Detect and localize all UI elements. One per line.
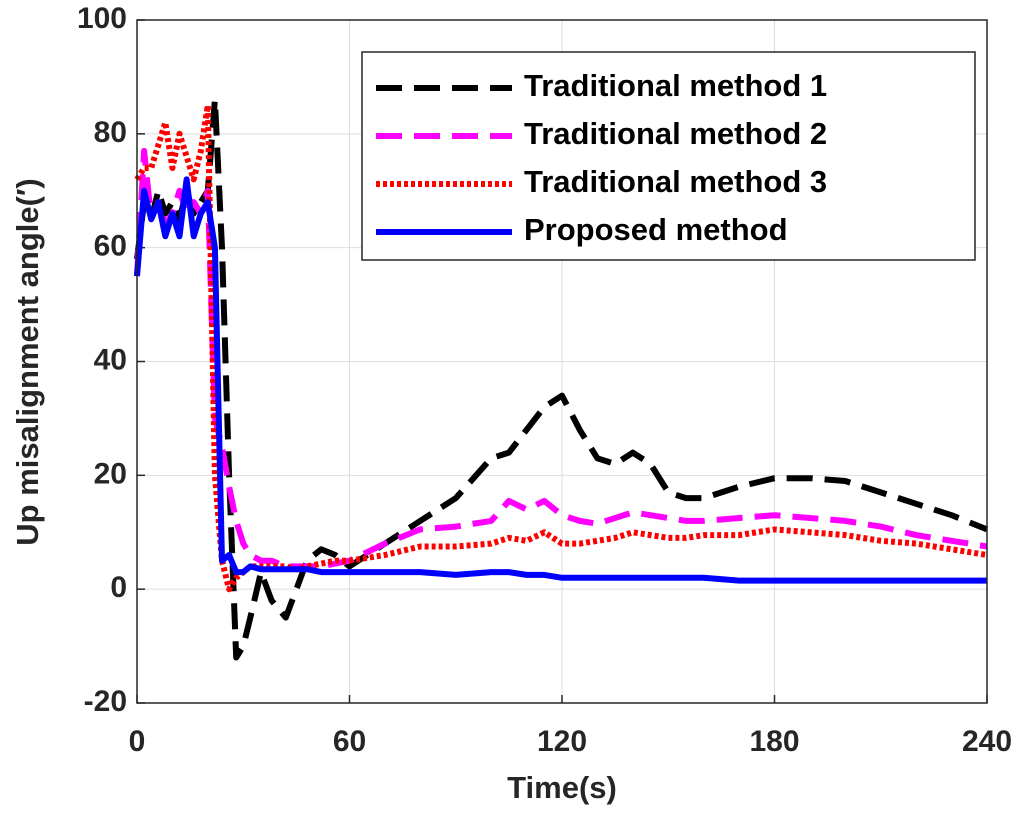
y-tick-label: 100 <box>77 2 127 35</box>
y-axis-label: Up misalignment angle(′) <box>10 178 45 545</box>
legend-label: Proposed method <box>524 212 788 247</box>
x-tick-label: 180 <box>749 725 799 758</box>
series-line <box>134 102 988 593</box>
legend: Traditional method 1 Traditional method 2… <box>361 51 976 261</box>
series-line <box>134 176 987 584</box>
y-tick-label: 60 <box>94 230 127 263</box>
x-tick-label: 60 <box>333 725 366 758</box>
legend-label: Traditional method 3 <box>524 164 827 199</box>
x-tick-label: 120 <box>537 725 587 758</box>
legend-label: Traditional method 2 <box>524 116 827 151</box>
legend-label: Traditional method 1 <box>524 68 827 103</box>
y-tick-label: -20 <box>84 685 127 718</box>
y-tick-label: 40 <box>94 343 127 376</box>
y-tick-label: 0 <box>110 571 127 604</box>
y-tick-label: 80 <box>94 116 127 149</box>
y-tick-label: 20 <box>94 457 127 490</box>
x-tick-label: 240 <box>962 725 1012 758</box>
x-axis-label: Time(s) <box>507 770 617 805</box>
plot-frame <box>136 19 988 704</box>
x-tick-label: 0 <box>129 725 146 758</box>
